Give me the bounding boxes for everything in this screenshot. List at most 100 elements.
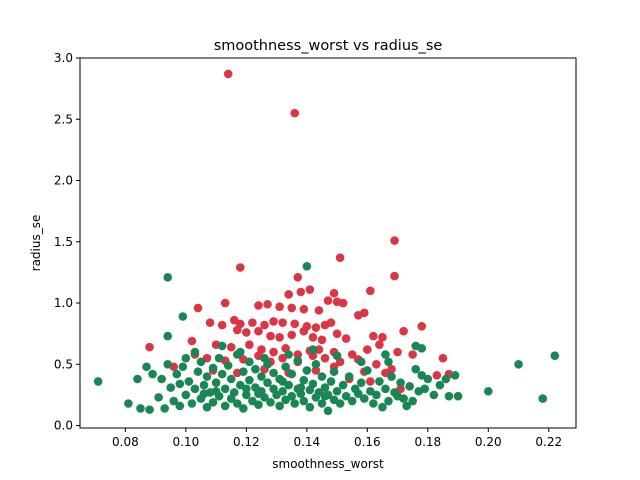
x-tick-label: 0.10 [172, 435, 199, 449]
data-point [260, 353, 269, 363]
data-point [429, 390, 439, 400]
data-point [163, 359, 173, 369]
data-point [366, 377, 375, 386]
data-point [208, 363, 218, 373]
data-point [220, 384, 230, 394]
data-point [163, 273, 173, 282]
data-point [239, 404, 248, 413]
data-point [390, 271, 399, 281]
data-point [145, 405, 154, 414]
y-axis: 0.0 0.5 1.0 1.5 2.0 2.5 3.0 [54, 51, 80, 433]
data-point [190, 384, 200, 394]
data-point [384, 396, 393, 406]
data-point [187, 399, 197, 408]
data-point [190, 347, 200, 357]
data-point [263, 299, 272, 309]
data-point [408, 396, 417, 406]
data-point [232, 325, 242, 335]
data-point [133, 374, 142, 384]
y-tick-label: 1.0 [54, 296, 73, 310]
data-point [254, 326, 263, 336]
data-point [314, 345, 324, 354]
data-point [284, 350, 293, 359]
data-point [538, 394, 548, 403]
data-point [211, 378, 221, 387]
data-point [260, 320, 269, 330]
x-tick-label: 0.16 [354, 435, 381, 449]
data-point [296, 383, 306, 392]
x-tick-label: 0.22 [535, 435, 562, 449]
data-point [411, 364, 421, 374]
data-point [184, 377, 194, 386]
data-point [311, 359, 321, 369]
data-point [435, 380, 445, 390]
data-point [344, 372, 354, 381]
data-point [453, 391, 463, 401]
data-point [199, 389, 209, 399]
data-point [193, 367, 203, 376]
data-point [326, 377, 336, 386]
data-point [251, 364, 260, 374]
data-point [284, 290, 293, 299]
data-point [254, 301, 263, 310]
data-point [257, 372, 266, 381]
data-point [226, 342, 236, 352]
data-point [372, 390, 381, 400]
data-point [311, 323, 321, 332]
data-point [235, 347, 245, 357]
data-point [232, 399, 242, 408]
data-point [296, 389, 306, 399]
y-tick-label: 0.0 [54, 419, 73, 433]
data-point [239, 367, 248, 376]
data-point [308, 333, 318, 342]
chart-title: smoothness_worst vs radius_se [214, 38, 443, 54]
plot-frame [79, 57, 577, 429]
data-point [208, 397, 218, 407]
data-point [423, 374, 433, 384]
data-point [338, 380, 348, 390]
data-point [269, 368, 278, 378]
data-point [220, 298, 230, 308]
data-point [317, 372, 327, 381]
data-point [408, 350, 417, 359]
data-point [314, 306, 324, 315]
data-point [366, 286, 375, 296]
data-point [393, 347, 402, 357]
data-point [323, 296, 333, 305]
data-point [320, 391, 330, 401]
data-point [223, 69, 233, 79]
data-point [308, 345, 318, 354]
data-point [402, 401, 411, 411]
data-point [281, 362, 290, 372]
data-point [290, 108, 300, 118]
data-point [299, 326, 309, 336]
data-point [178, 362, 188, 372]
data-point [323, 406, 333, 416]
data-point [341, 334, 351, 343]
data-point [166, 383, 176, 392]
x-axis-title: smoothness_worst [272, 457, 384, 471]
data-point [299, 304, 309, 314]
data-point [329, 288, 339, 298]
data-point [381, 350, 390, 359]
data-point [263, 378, 272, 387]
data-point [275, 401, 284, 411]
data-point [347, 396, 357, 406]
y-tick-label: 0.5 [54, 357, 73, 371]
data-point [269, 347, 278, 357]
data-point [359, 308, 369, 318]
data-point [293, 273, 303, 282]
data-point [483, 386, 493, 396]
data-point [175, 401, 185, 411]
data-point [202, 402, 212, 412]
data-point [384, 357, 393, 367]
data-point [242, 384, 251, 394]
data-point [356, 357, 366, 367]
data-point [332, 351, 342, 361]
data-point [287, 303, 297, 313]
data-point [450, 371, 460, 380]
data-point [438, 353, 448, 363]
data-point [378, 402, 387, 412]
data-point [245, 340, 254, 349]
